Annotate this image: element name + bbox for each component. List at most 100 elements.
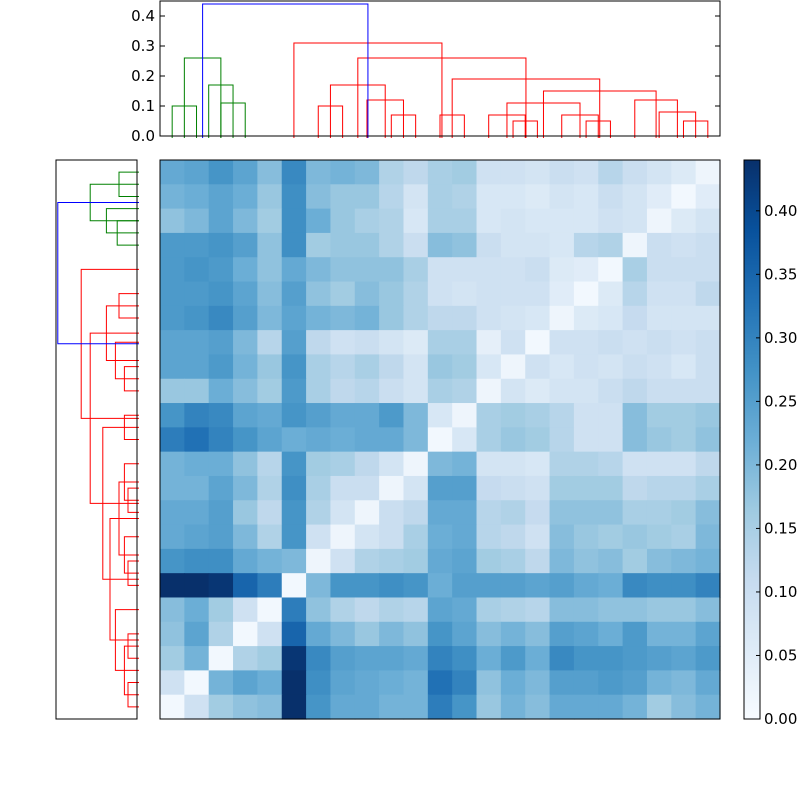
heatmap-cell	[646, 646, 672, 671]
heatmap-cell	[306, 524, 332, 550]
heatmap-cell	[427, 451, 453, 477]
heatmap-cell	[208, 378, 234, 404]
heatmap-cell	[257, 548, 283, 574]
heatmap-cell	[598, 597, 624, 623]
heatmap-cell	[549, 403, 575, 428]
heatmap-cell	[598, 208, 624, 234]
heatmap-cell	[306, 548, 332, 574]
heatmap-cell	[500, 330, 526, 356]
heatmap-cell	[281, 573, 307, 599]
heatmap-cell	[233, 646, 258, 671]
heatmap-cell	[160, 670, 185, 696]
heatmap-cell	[646, 305, 672, 331]
heatmap-cell	[598, 573, 624, 599]
heatmap-cell	[208, 694, 234, 720]
heatmap-cell	[403, 257, 429, 283]
heatmap-cell	[598, 232, 624, 258]
heatmap-cell	[549, 281, 575, 307]
heatmap-cell	[476, 354, 502, 380]
top-dendrogram: 0.0 0.1 0.2 0.3 0.4	[131, 0, 721, 145]
heatmap-cell	[330, 524, 356, 550]
heatmap-cell	[695, 694, 721, 720]
heatmap-cell	[525, 281, 551, 307]
heatmap-cell	[452, 597, 478, 623]
heatmap-cell	[281, 208, 307, 234]
heatmap-cell	[281, 475, 307, 501]
heatmap-cell	[184, 524, 210, 550]
heatmap-cell	[452, 694, 478, 720]
heatmap-cell	[500, 548, 526, 574]
heatmap-cell	[695, 184, 721, 210]
heatmap-cell	[281, 524, 307, 550]
heatmap-cell	[622, 548, 648, 574]
heatmap-cell	[427, 670, 453, 696]
heatmap-cell	[525, 257, 551, 283]
heatmap-cell	[330, 427, 356, 453]
heatmap-cell	[379, 670, 405, 696]
heatmap-cell	[257, 257, 283, 283]
heatmap-cell	[671, 694, 697, 720]
heatmap-cell	[549, 305, 575, 331]
heatmap-cell	[233, 403, 258, 428]
heatmap-cell	[354, 232, 380, 258]
heatmap-cell	[257, 232, 283, 258]
heatmap-cell	[257, 305, 283, 331]
heatmap-cell	[573, 573, 599, 599]
heatmap-cell	[500, 670, 526, 696]
heatmap-cell	[208, 670, 234, 696]
heatmap-cell	[671, 232, 697, 258]
heatmap-cell	[476, 160, 502, 185]
heatmap-cell	[500, 305, 526, 331]
heatmap-cell	[379, 160, 405, 185]
heatmap-cell	[354, 208, 380, 234]
heatmap-cell	[646, 597, 672, 623]
heatmap-cell	[184, 184, 210, 210]
heatmap-cell	[306, 427, 332, 453]
heatmap-cell	[695, 451, 721, 477]
colorbar-tick-label: 0.25	[764, 392, 797, 410]
heatmap-cell	[306, 475, 332, 501]
heatmap-cell	[476, 330, 502, 356]
heatmap-cell	[427, 427, 453, 453]
heatmap-cell	[452, 184, 478, 210]
heatmap-cell	[354, 354, 380, 380]
heatmap-cell	[525, 451, 551, 477]
heatmap-cell	[257, 500, 283, 526]
y-tick-label: 0.1	[131, 97, 155, 115]
heatmap-cell	[281, 500, 307, 526]
heatmap-cell	[671, 354, 697, 380]
heatmap-cell	[549, 694, 575, 720]
heatmap-cell	[671, 670, 697, 696]
heatmap-cell	[257, 524, 283, 550]
heatmap-cell	[622, 573, 648, 599]
heatmap-cell	[281, 378, 307, 404]
heatmap-cell	[306, 500, 332, 526]
heatmap-cell	[622, 281, 648, 307]
heatmap-cell	[257, 694, 283, 720]
heatmap-cell	[427, 475, 453, 501]
heatmap-cell	[695, 548, 721, 574]
heatmap-cell	[330, 597, 356, 623]
heatmap-cell	[695, 524, 721, 550]
heatmap-cell	[208, 184, 234, 210]
heatmap-cell	[622, 232, 648, 258]
heatmap-cell	[573, 451, 599, 477]
heatmap-cell	[208, 475, 234, 501]
heatmap-cell	[622, 305, 648, 331]
heatmap-cell	[330, 232, 356, 258]
heatmap-cell	[354, 281, 380, 307]
heatmap-cell	[452, 524, 478, 550]
heatmap-cell	[573, 305, 599, 331]
heatmap-cell	[403, 330, 429, 356]
heatmap-cell	[573, 475, 599, 501]
heatmap-cell	[525, 621, 551, 647]
colorbar-tick-label: 0.10	[764, 583, 797, 601]
heatmap-cell	[330, 500, 356, 526]
heatmap-cell	[622, 208, 648, 234]
heatmap-cell	[208, 305, 234, 331]
heatmap-cell	[598, 646, 624, 671]
y-tick-label: 0.2	[131, 67, 155, 85]
heatmap-cell	[306, 378, 332, 404]
heatmap-cell	[427, 208, 453, 234]
heatmap-cell	[695, 621, 721, 647]
